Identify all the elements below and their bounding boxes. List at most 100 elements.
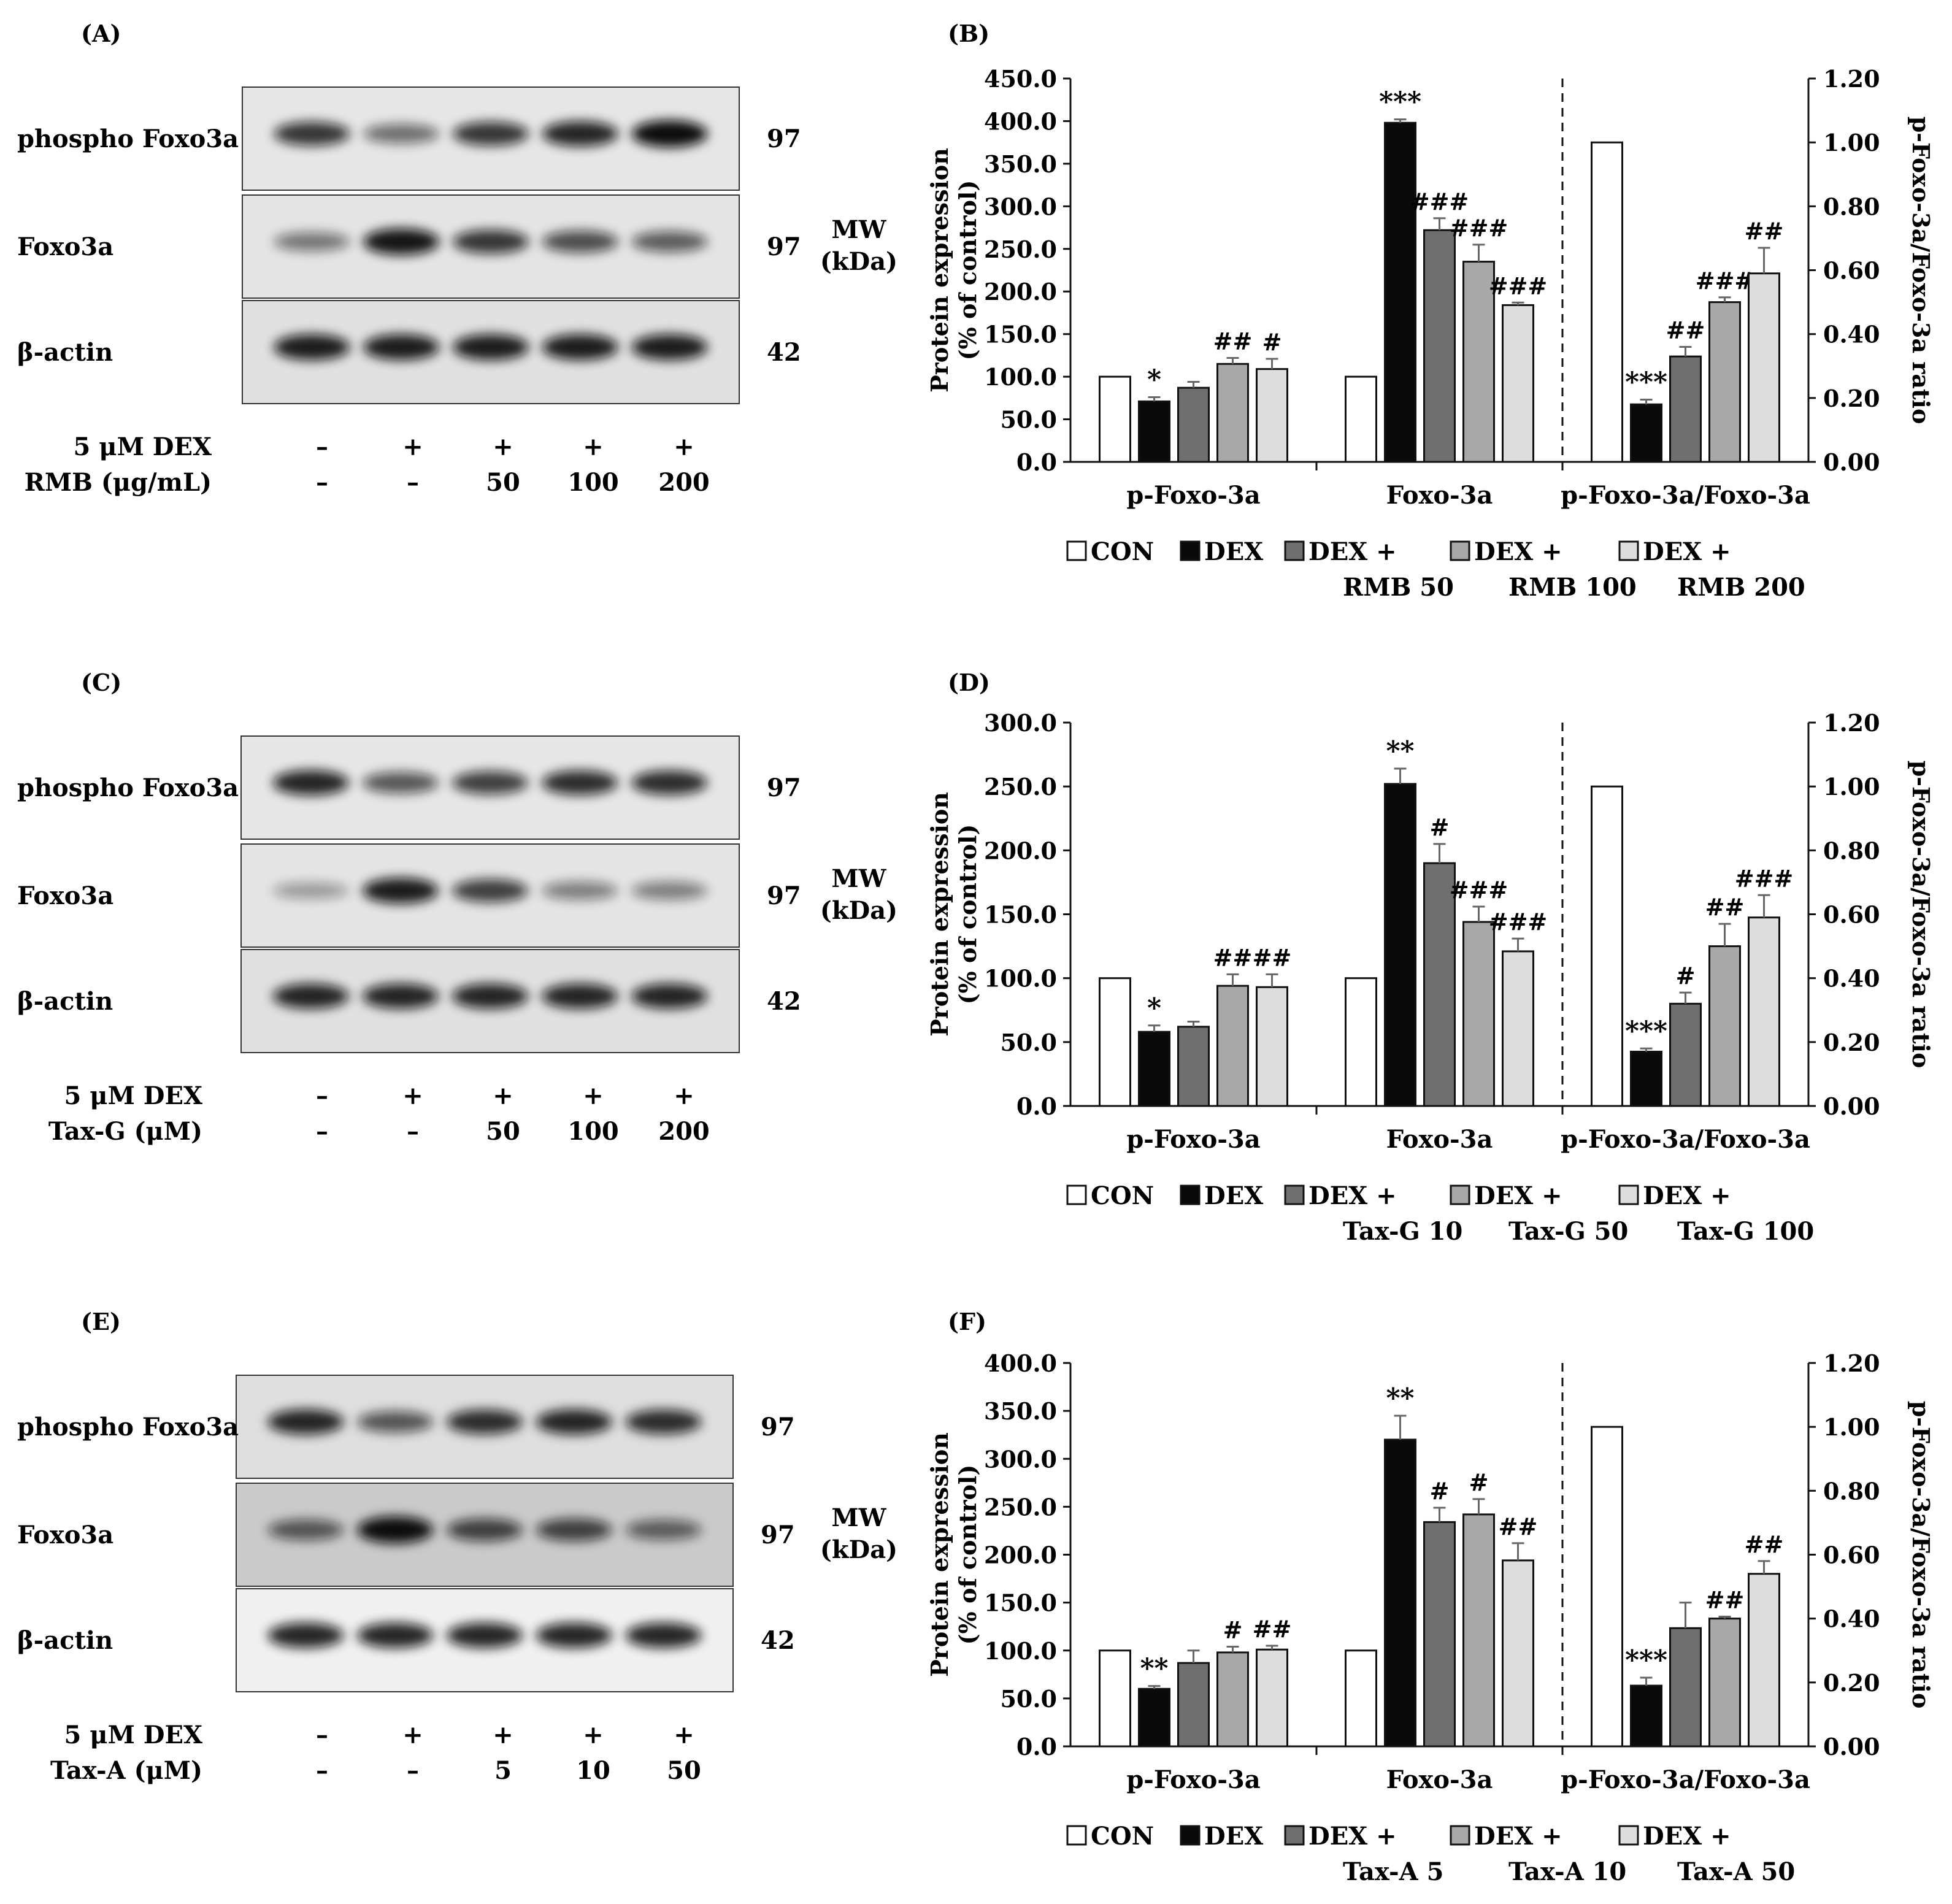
mw-label-line1: MW (831, 215, 886, 244)
bar-2 (1423, 1521, 1456, 1748)
y-left-title-line1: Protein expression (926, 1432, 953, 1677)
blot-row-label: Foxo3a (17, 1521, 113, 1549)
legend-swatch-4 (1618, 1184, 1639, 1205)
treatment-value: + (674, 432, 694, 461)
category-label: p-Foxo-3a (1126, 1765, 1260, 1794)
legend-swatch-1 (1180, 1184, 1201, 1205)
treatment-value: 50 (667, 1756, 701, 1785)
blot-band (362, 878, 439, 904)
bar-1 (1138, 1687, 1170, 1748)
blot-panel-label: (A) (81, 20, 121, 47)
significance-mark: # (1223, 1616, 1243, 1644)
y-right-tick-label: 0.20 (1823, 385, 1880, 412)
legend-swatch-3 (1450, 540, 1470, 561)
blot-band (267, 1519, 344, 1540)
category-label: p-Foxo-3a/Foxo-3a (1561, 481, 1810, 510)
blot-band (625, 1410, 702, 1434)
legend-label-line2: RMB 200 (1677, 573, 1805, 602)
blot-band (631, 881, 708, 900)
bar-4 (1748, 1573, 1780, 1748)
y-left-tick-label: 50.0 (1000, 1685, 1057, 1713)
bar-1 (1138, 1031, 1170, 1107)
significance-mark: ### (1489, 272, 1548, 299)
legend-label-line1: DEX + (1643, 1181, 1731, 1210)
treatment-value: + (402, 432, 423, 461)
mw-label-line2: (kDa) (820, 1535, 897, 1564)
y-left-tick-label: 150.0 (984, 901, 1057, 929)
treatment-value: + (402, 1081, 423, 1110)
legend-swatch-3 (1450, 1184, 1470, 1205)
blot-band (272, 770, 349, 796)
y-right-tick-label: 1.20 (1823, 709, 1880, 737)
bar-0 (1345, 375, 1377, 463)
bar-0 (1099, 977, 1131, 1107)
y-right-tick-label: 0.20 (1823, 1029, 1880, 1056)
bar-2 (1423, 862, 1456, 1107)
blot-mw-value: 97 (761, 1413, 795, 1441)
blot-mw-value: 97 (761, 1521, 795, 1549)
blot-row-label: β-actin (17, 987, 113, 1016)
legend-label-line2: Tax-A 50 (1677, 1857, 1795, 1886)
y-left-tick-label: 300.0 (984, 1445, 1057, 1473)
bar-4 (1256, 986, 1288, 1107)
category-label: Foxo-3a (1386, 1765, 1493, 1794)
blot-mw-value: 97 (767, 774, 801, 802)
legend-label-line2: Tax-G 50 (1508, 1217, 1628, 1246)
bar-1 (1384, 783, 1416, 1107)
y-left-tick-label: 150.0 (984, 321, 1057, 348)
significance-mark: *** (1379, 86, 1421, 118)
blot-band (452, 983, 528, 1009)
y-left-title-line1: Protein expression (926, 792, 953, 1037)
legend-label-line1: DEX (1204, 537, 1263, 566)
bar-1 (1630, 1050, 1662, 1107)
significance-mark: ## (1705, 1586, 1745, 1614)
legend-label-line2: RMB 50 (1343, 573, 1454, 602)
significance-mark: ## (1253, 943, 1292, 971)
y-right-tick-label: 0.00 (1823, 1733, 1880, 1760)
blot-band (631, 770, 708, 795)
treatment-label: 5 μM DEX (74, 432, 212, 461)
chart-panel-label: (B) (948, 20, 989, 47)
treatment-value: – (407, 1117, 419, 1146)
treatment-value: 10 (576, 1756, 610, 1785)
legend-label-line1: CON (1091, 1181, 1154, 1210)
treatment-value: + (493, 1081, 513, 1110)
treatment-label: 5 μM DEX (64, 1081, 202, 1110)
significance-mark: ### (1450, 214, 1508, 242)
bar-0 (1345, 977, 1377, 1107)
bar-4 (1502, 304, 1534, 463)
bar-4 (1502, 950, 1534, 1107)
bar-2 (1177, 1662, 1210, 1748)
bar-4 (1748, 272, 1780, 463)
y-left-tick-label: 100.0 (984, 1637, 1057, 1665)
y-left-tick-label: 250.0 (984, 773, 1057, 800)
blot-band (274, 121, 350, 146)
y-left-tick-label: 50.0 (1000, 1029, 1057, 1056)
y-left-title-line2: (% of control) (954, 180, 982, 361)
treatment-value: 200 (658, 1117, 710, 1146)
blot-band (447, 1518, 523, 1541)
blot-band (631, 983, 708, 1009)
significance-mark: ## (1705, 893, 1745, 921)
blot-band (267, 1622, 344, 1648)
legend-label-line1: DEX + (1308, 1822, 1397, 1851)
blot-band (274, 334, 350, 360)
significance-mark: ## (1745, 1530, 1784, 1558)
blot-band (542, 983, 618, 1009)
blot-row-label: β-actin (17, 1626, 113, 1655)
y-left-tick-label: 50.0 (1000, 406, 1057, 434)
legend-swatch-0 (1066, 540, 1087, 561)
blot-band (542, 334, 618, 360)
legend-swatch-0 (1066, 1184, 1087, 1205)
y-left-title-line1: Protein expression (926, 148, 953, 393)
legend-label-line1: DEX + (1643, 1822, 1731, 1851)
treatment-value: – (316, 432, 328, 461)
blot-mw-value: 42 (767, 987, 801, 1016)
blot-band (452, 879, 528, 902)
bar-4 (1256, 368, 1288, 463)
blot-band (363, 124, 440, 144)
panel-1: (C) phospho Foxo3a 97 Foxo3a 97 β-actin 42 MW (k… (17, 669, 1935, 1246)
bar-3 (1462, 921, 1495, 1107)
blot-row-label: Foxo3a (17, 881, 113, 910)
blot-mw-value: 42 (767, 338, 801, 367)
